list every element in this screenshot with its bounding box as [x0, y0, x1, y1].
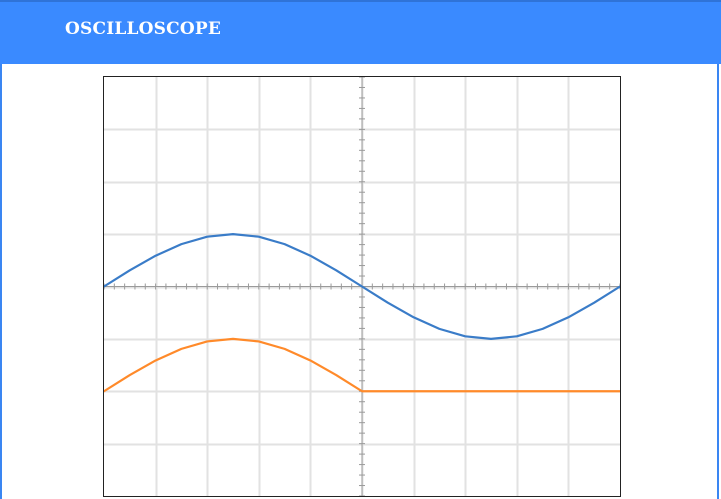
- app-header: OSCILLOSCOPE: [0, 0, 721, 64]
- trace-channel-2: [104, 337, 620, 393]
- app-title: OSCILLOSCOPE: [65, 19, 222, 39]
- trace-channel-1: [104, 233, 620, 340]
- oscilloscope-display: [103, 76, 621, 497]
- scope-plot: [104, 77, 620, 496]
